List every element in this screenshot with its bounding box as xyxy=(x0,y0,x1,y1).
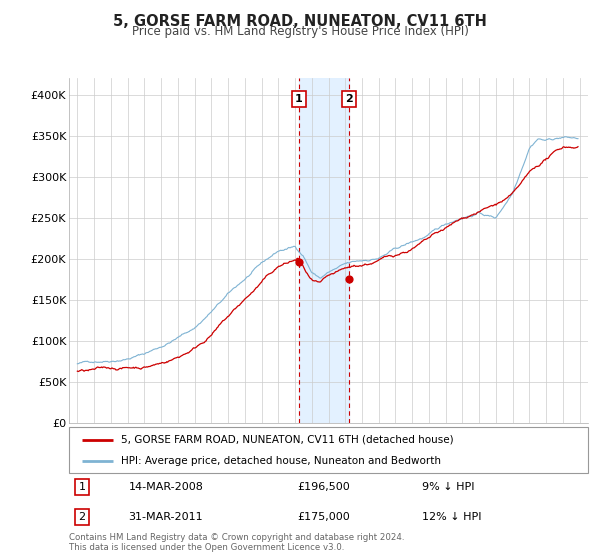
Point xyxy=(294,257,304,266)
Text: 9% ↓ HPI: 9% ↓ HPI xyxy=(422,482,475,492)
Bar xyxy=(299,78,349,423)
Text: 1: 1 xyxy=(79,482,85,492)
Point xyxy=(344,275,354,284)
Text: HPI: Average price, detached house, Nuneaton and Bedworth: HPI: Average price, detached house, Nune… xyxy=(121,456,441,466)
Text: 12% ↓ HPI: 12% ↓ HPI xyxy=(422,512,481,522)
Text: 2: 2 xyxy=(346,94,353,104)
Text: 5, GORSE FARM ROAD, NUNEATON, CV11 6TH: 5, GORSE FARM ROAD, NUNEATON, CV11 6TH xyxy=(113,14,487,29)
Text: This data is licensed under the Open Government Licence v3.0.: This data is licensed under the Open Gov… xyxy=(69,543,344,552)
FancyBboxPatch shape xyxy=(69,427,588,473)
Text: 1: 1 xyxy=(295,94,302,104)
Text: £175,000: £175,000 xyxy=(298,512,350,522)
Text: Contains HM Land Registry data © Crown copyright and database right 2024.: Contains HM Land Registry data © Crown c… xyxy=(69,533,404,542)
Text: £196,500: £196,500 xyxy=(298,482,350,492)
Text: Price paid vs. HM Land Registry's House Price Index (HPI): Price paid vs. HM Land Registry's House … xyxy=(131,25,469,38)
Text: 14-MAR-2008: 14-MAR-2008 xyxy=(128,482,203,492)
Text: 2: 2 xyxy=(79,512,86,522)
Text: 31-MAR-2011: 31-MAR-2011 xyxy=(128,512,203,522)
Text: 5, GORSE FARM ROAD, NUNEATON, CV11 6TH (detached house): 5, GORSE FARM ROAD, NUNEATON, CV11 6TH (… xyxy=(121,435,454,445)
